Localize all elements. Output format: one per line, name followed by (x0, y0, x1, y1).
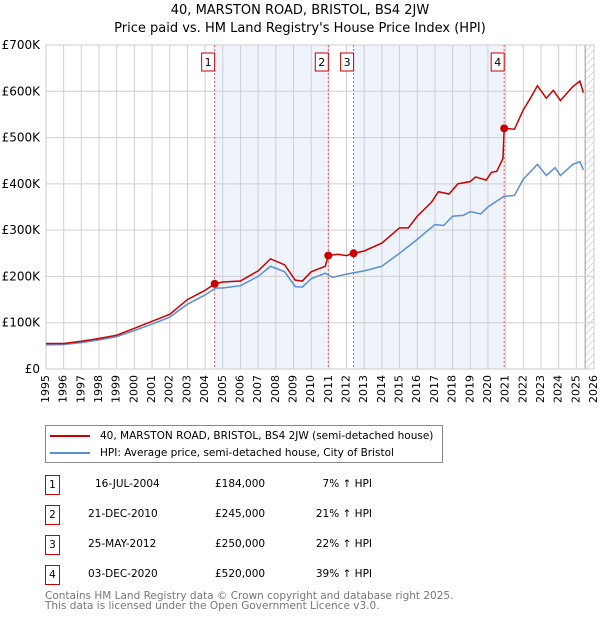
sale-label-number: 2 (318, 56, 325, 69)
legend: 40, MARSTON ROAD, BRISTOL, BS4 2JW (semi… (45, 425, 443, 463)
x-tick-label: 2013 (357, 375, 370, 403)
x-tick-label: 1995 (39, 375, 52, 403)
sale-hpi-diff: 7% ↑ HPI (322, 478, 372, 490)
sale-label-box (201, 52, 216, 72)
sale-price: £520,000 (215, 568, 266, 580)
x-tick-label: 2010 (304, 375, 317, 403)
footer-copyright: Contains HM Land Registry data © Crown c… (45, 590, 454, 602)
x-tick-label: 2007 (251, 375, 264, 403)
forecast-hatch (585, 45, 594, 369)
sale-row: 4 03-DEC-2020 £520,000 39% ↑ HPI (45, 565, 405, 585)
y-tick-label: £200K (2, 269, 42, 283)
sale-label-box (490, 52, 505, 72)
x-tick-label: 2020 (481, 375, 494, 403)
x-tick-label: 2017 (428, 375, 441, 403)
sale-point (324, 251, 333, 260)
x-tick-label: 2019 (463, 375, 476, 403)
x-tick-label: 2022 (516, 375, 529, 403)
x-tick-label: 2004 (198, 375, 211, 403)
sale-number: 1 (45, 475, 60, 495)
y-tick-label: £700K (2, 38, 42, 52)
legend-label: HPI: Average price, semi-detached house,… (100, 447, 394, 459)
sale-date: 16-JUL-2004 (95, 478, 160, 490)
x-tick-label: 2001 (145, 375, 158, 403)
x-tick-label: 1997 (74, 375, 87, 403)
x-tick-label: 2016 (410, 375, 423, 403)
footer-licence: This data is licensed under the Open Gov… (45, 600, 380, 612)
x-tick-label: 2003 (180, 375, 193, 403)
chart-title: 40, MARSTON ROAD, BRISTOL, BS4 2JW Price… (0, 2, 600, 38)
x-tick-label: 2012 (340, 375, 353, 403)
y-tick-label: £600K (2, 84, 42, 98)
x-tick-label: 2025 (569, 375, 582, 403)
y-tick-label: £500K (2, 131, 42, 145)
sale-price: £184,000 (215, 478, 266, 490)
sale-number: 4 (45, 565, 60, 585)
sale-label-box (340, 52, 355, 72)
legend-swatch-blue (50, 452, 90, 454)
x-tick-label: 2018 (446, 375, 459, 403)
sale-point (349, 249, 358, 258)
sale-point (500, 124, 509, 133)
y-tick-label: £0 (25, 362, 40, 376)
sale-price: £250,000 (215, 538, 266, 550)
legend-swatch-red (50, 435, 90, 437)
legend-label: 40, MARSTON ROAD, BRISTOL, BS4 2JW (semi… (100, 430, 434, 442)
legend-item-hpi: HPI: Average price, semi-detached house,… (50, 445, 394, 461)
sale-date: 03-DEC-2020 (88, 568, 158, 580)
sale-number: 3 (45, 535, 60, 555)
x-tick-label: 2024 (552, 375, 565, 403)
x-tick-label: 2000 (127, 375, 140, 403)
shaded-range (214, 45, 329, 369)
x-tick-label: 2009 (286, 375, 299, 403)
x-tick-label: 1998 (92, 375, 105, 403)
y-tick-label: £400K (2, 177, 42, 191)
sale-number: 2 (45, 505, 60, 525)
x-tick-label: 2026 (587, 375, 600, 403)
x-tick-label: 2002 (163, 375, 176, 403)
sale-price: £245,000 (215, 508, 266, 520)
x-tick-label: 2021 (499, 375, 512, 403)
sale-hpi-diff: 22% ↑ HPI (315, 538, 372, 550)
footer: Contains HM Land Registry data © Crown c… (45, 590, 454, 612)
shaded-range (353, 45, 505, 369)
sale-date: 21-DEC-2010 (88, 508, 158, 520)
x-tick-label: 2006 (233, 375, 246, 403)
title-address: 40, MARSTON ROAD, BRISTOL, BS4 2JW (170, 3, 430, 18)
sale-row: 1 16-JUL-2004 £184,000 7% ↑ HPI (45, 475, 405, 495)
x-tick-label: 1996 (57, 375, 70, 403)
title-subtitle: Price paid vs. HM Land Registry's House … (114, 21, 486, 36)
x-tick-label: 2023 (534, 375, 547, 403)
x-tick-label: 2011 (322, 375, 335, 403)
plot-frame (45, 44, 595, 370)
x-tick-label: 2008 (269, 375, 282, 403)
sale-label-number: 3 (344, 56, 351, 69)
y-tick-label: £100K (2, 316, 42, 330)
hpi-line (45, 160, 585, 346)
x-tick-label: 2014 (375, 375, 388, 403)
sale-label-box (314, 52, 329, 72)
sale-hpi-diff: 21% ↑ HPI (315, 508, 372, 520)
legend-item-property: 40, MARSTON ROAD, BRISTOL, BS4 2JW (semi… (50, 428, 433, 444)
sale-date: 25-MAY-2012 (88, 538, 157, 550)
sale-row: 3 25-MAY-2012 £250,000 22% ↑ HPI (45, 535, 405, 555)
x-tick-label: 2015 (393, 375, 406, 403)
sale-hpi-diff: 39% ↑ HPI (315, 568, 372, 580)
sale-row: 2 21-DEC-2010 £245,000 21% ↑ HPI (45, 505, 405, 525)
x-tick-label: 2005 (216, 375, 229, 403)
property-price-line (46, 79, 585, 345)
price-chart: 1995 1996 1997 1998 1999 2000 2001 2002 2003 2004… (2, 38, 600, 403)
sale-label-number: 4 (494, 56, 501, 69)
sale-point (210, 279, 219, 288)
y-tick-label: £300K (2, 223, 42, 237)
sale-label-number: 1 (205, 56, 212, 69)
x-tick-label: 1999 (110, 375, 123, 403)
